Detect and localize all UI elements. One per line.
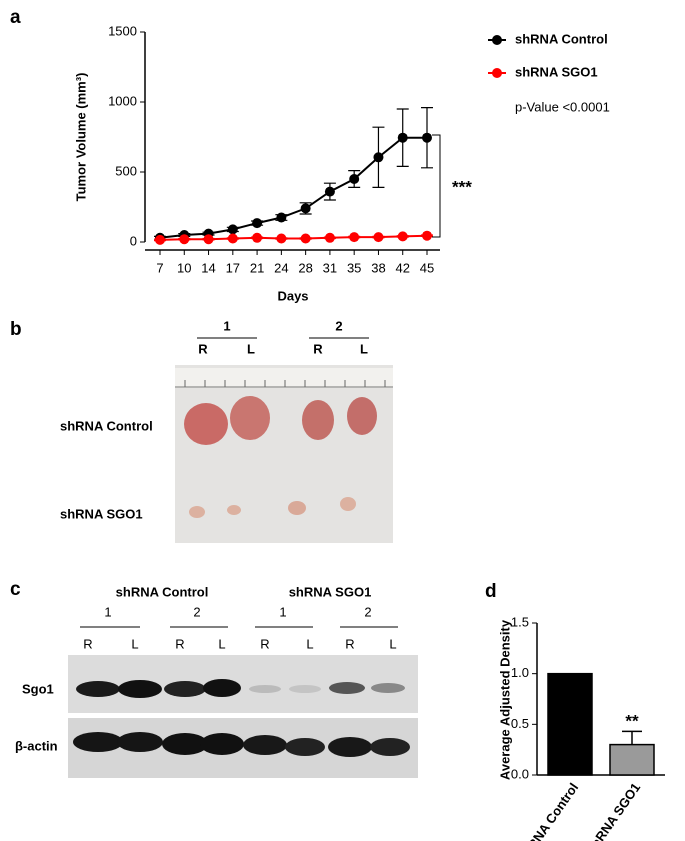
legend-marker bbox=[492, 35, 502, 45]
data-point bbox=[300, 203, 311, 214]
x-tick-label: 17 bbox=[226, 260, 240, 275]
data-point bbox=[397, 231, 408, 242]
data-point bbox=[227, 224, 238, 235]
series-line bbox=[159, 136, 427, 239]
x-tick-label: 35 bbox=[347, 260, 361, 275]
data-point bbox=[373, 152, 384, 163]
y-tick-label: 500 bbox=[115, 163, 137, 178]
y-tick-label: 0.5 bbox=[511, 716, 529, 731]
replicate-label: 1 bbox=[279, 604, 286, 619]
replicate-label: 2 bbox=[193, 604, 200, 619]
lane-label: L bbox=[131, 636, 138, 651]
row-label: Sgo1 bbox=[22, 681, 54, 696]
x-tick-label: 24 bbox=[274, 260, 288, 275]
data-point bbox=[155, 234, 165, 245]
y-tick-label: 0 bbox=[130, 233, 137, 248]
y-tick-label: 1500 bbox=[108, 23, 137, 38]
legend-label: shRNA SGO1 bbox=[515, 64, 598, 79]
data-point bbox=[349, 232, 360, 243]
lane-label: R bbox=[83, 636, 92, 651]
annotation: *** bbox=[452, 177, 472, 196]
annotation: ** bbox=[625, 711, 639, 730]
x-tick-label: 10 bbox=[177, 260, 191, 275]
data-point bbox=[276, 233, 287, 244]
group-label: 1 bbox=[223, 318, 230, 333]
replicate-label: 1 bbox=[104, 604, 111, 619]
x-tick-label: 31 bbox=[323, 260, 337, 275]
bar bbox=[609, 743, 655, 776]
data-point bbox=[349, 174, 360, 184]
row-label: β-actin bbox=[15, 738, 58, 753]
lane-label: L bbox=[306, 636, 313, 651]
panel-letter: a bbox=[10, 7, 21, 28]
lane-label: R bbox=[260, 636, 269, 651]
photo bbox=[175, 365, 393, 543]
x-tick-label: shRNA SGO1 bbox=[584, 780, 644, 841]
data-point bbox=[179, 234, 190, 245]
x-tick-label: 28 bbox=[298, 260, 312, 275]
blot-group: shRNA Control bbox=[116, 584, 209, 599]
x-tick-label: 21 bbox=[250, 260, 264, 275]
error-bar bbox=[622, 730, 642, 745]
blot-group: shRNA SGO1 bbox=[289, 584, 372, 599]
x-tick-label: 14 bbox=[201, 260, 215, 275]
data-point bbox=[422, 132, 432, 143]
lane-label: L bbox=[218, 636, 225, 651]
y-axis-label: Average Adjusted Density bbox=[497, 619, 512, 780]
x-tick-label: 42 bbox=[395, 260, 409, 275]
lane-label: R bbox=[198, 341, 208, 356]
bar bbox=[547, 672, 593, 776]
data-point bbox=[252, 232, 263, 243]
data-point bbox=[422, 230, 432, 241]
legend-label: shRNA Control bbox=[515, 31, 608, 46]
y-tick-label: 1000 bbox=[108, 93, 137, 108]
lane-label: L bbox=[247, 341, 255, 356]
data-point bbox=[203, 234, 214, 245]
x-tick-label: shRNA Control bbox=[516, 780, 581, 841]
row-label: shRNA SGO1 bbox=[60, 506, 143, 521]
data-point bbox=[300, 233, 311, 244]
data-point bbox=[324, 186, 335, 197]
data-point bbox=[227, 233, 238, 244]
legend-marker bbox=[492, 68, 502, 78]
series-line bbox=[159, 234, 428, 241]
lane-label: R bbox=[313, 341, 323, 356]
x-tick-label: 7 bbox=[156, 260, 163, 275]
x-tick-label: 38 bbox=[371, 260, 385, 275]
annotation: p-Value <0.0001 bbox=[515, 99, 610, 114]
data-point bbox=[276, 212, 287, 223]
data-point bbox=[373, 232, 384, 243]
data-point bbox=[324, 232, 335, 243]
group-label: 2 bbox=[335, 318, 342, 333]
replicate-label: 2 bbox=[364, 604, 371, 619]
lane-label: R bbox=[175, 636, 184, 651]
row-label: shRNA Control bbox=[60, 418, 153, 433]
y-axis-label: Tumor Volume (mm³) bbox=[73, 73, 88, 202]
panel-letter: d bbox=[485, 581, 497, 602]
lane-label: L bbox=[360, 341, 368, 356]
y-tick-label: 0.0 bbox=[511, 766, 529, 781]
lane-label: R bbox=[345, 636, 354, 651]
panel-letter: c bbox=[10, 579, 21, 600]
lane-label: L bbox=[389, 636, 396, 651]
bracket bbox=[432, 134, 441, 238]
data-point bbox=[252, 218, 263, 229]
blot-image bbox=[68, 655, 418, 778]
x-tick-label: 45 bbox=[420, 260, 434, 275]
panel-letter: b bbox=[10, 319, 22, 340]
x-axis-label: Days bbox=[277, 288, 308, 303]
y-tick-label: 1.5 bbox=[511, 614, 529, 629]
data-point bbox=[397, 132, 408, 143]
y-tick-label: 1.0 bbox=[511, 665, 529, 680]
